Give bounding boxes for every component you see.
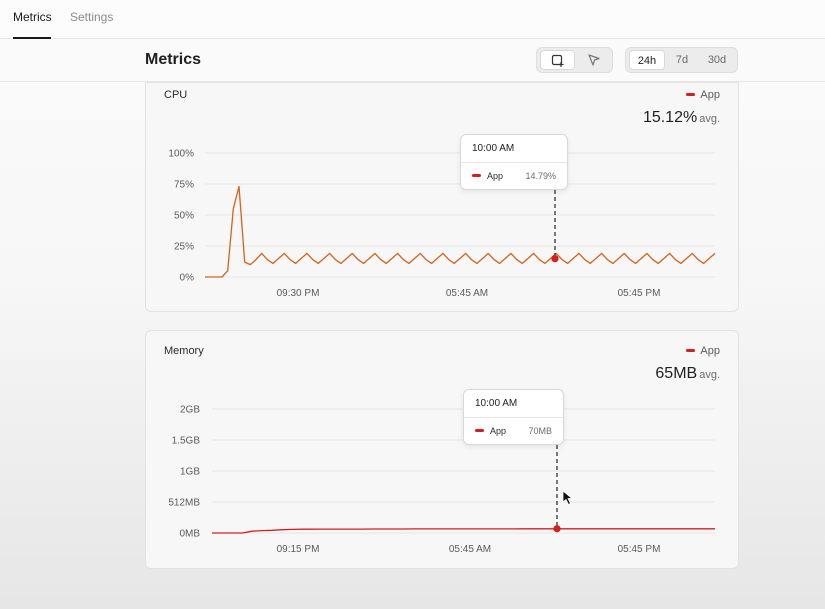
cpu-tooltip-series: App [472, 171, 503, 181]
cpu-average: 15.12% avg. [643, 109, 720, 127]
add-widget-icon [551, 54, 563, 67]
pointer-icon [587, 54, 600, 66]
cpu-x-tick-label: 05:45 PM [618, 288, 661, 299]
range-7d[interactable]: 7d [675, 54, 689, 66]
memory-average-unit: avg. [699, 369, 720, 381]
cpu-average-unit: avg. [699, 113, 720, 125]
cpu-y-tick-label: 75% [174, 180, 194, 191]
range-24h[interactable]: 24h [629, 50, 665, 70]
legend-swatch [686, 92, 696, 96]
cpu-y-tick-label: 100% [168, 149, 194, 160]
cpu-x-tick-label: 09:30 PM [277, 288, 320, 299]
tooltip-divider [461, 162, 567, 163]
tab-settings[interactable]: Settings [70, 10, 114, 24]
memory-highlight-point [553, 525, 561, 533]
add-widget-button[interactable] [540, 50, 575, 70]
memory-legend-label: App [700, 345, 720, 357]
memory-average: 65MB avg. [655, 365, 720, 383]
memory-y-tick-label: 512MB [168, 498, 200, 509]
cpu-average-value: 15.12% [642, 109, 698, 126]
memory-x-tick-label: 09:15 PM [277, 544, 320, 555]
cpu-highlight-point [551, 255, 559, 263]
time-range-selector: 24h 7d 30d [625, 47, 738, 73]
page-title: Metrics [145, 51, 202, 68]
cpu-legend-label: App [700, 89, 720, 101]
memory-x-tick-label: 05:45 AM [449, 544, 491, 555]
memory-average-value: 65MB [655, 365, 698, 382]
memory-y-tick-label: 1.5GB [172, 436, 201, 447]
cpu-tooltip-time: 10:00 AM [472, 143, 515, 154]
memory-legend: App [686, 345, 720, 357]
view-mode-toggle [536, 47, 613, 73]
tooltip-swatch [472, 174, 481, 178]
active-tab-indicator [13, 37, 51, 39]
legend-swatch [686, 348, 696, 352]
memory-card: Memory App 65MB avg. 2GB 1.5GB 1GB 512MB 0MB 0… [145, 330, 739, 569]
tooltip-swatch [475, 429, 484, 433]
cpu-y-tick-label: 50% [174, 211, 194, 222]
cpu-card: CPU App 15.12% avg. 100% 75% 50% 25% 0% 09:30 … [145, 82, 739, 312]
memory-y-tick-label: 0MB [179, 529, 200, 540]
memory-x-tick-label: 05:45 PM [618, 544, 661, 555]
tab-metrics[interactable]: Metrics [13, 10, 52, 24]
memory-tooltip-series-label: App [490, 426, 507, 436]
cpu-y-tick-label: 25% [174, 242, 194, 253]
memory-tooltip-value: 70MB [528, 426, 552, 436]
memory-tooltip: 10:00 AM App 70MB [463, 389, 564, 445]
cpu-tooltip: 10:00 AM App 14.79% [460, 134, 568, 190]
memory-series-line-app [212, 528, 715, 534]
pointer-mode-button[interactable] [577, 50, 610, 70]
memory-tooltip-time: 10:00 AM [475, 398, 518, 409]
cpu-tooltip-series-label: App [487, 171, 504, 181]
top-nav: Metrics Settings [0, 0, 825, 39]
mouse-cursor-icon [562, 490, 574, 506]
memory-chart[interactable]: 2GB 1.5GB 1GB 512MB 0MB 09:15 PM 05:45 AM 05:45… [146, 331, 740, 570]
cpu-tooltip-value: 14.79% [525, 171, 556, 181]
cpu-legend: App [686, 89, 720, 101]
memory-card-title: Memory [164, 345, 204, 357]
memory-tooltip-series: App [475, 426, 506, 436]
cpu-y-tick-label: 0% [180, 273, 195, 284]
memory-y-tick-label: 1GB [180, 467, 200, 478]
cpu-x-tick-label: 05:45 AM [446, 288, 488, 299]
memory-y-tick-label: 2GB [180, 405, 200, 416]
cpu-chart[interactable]: 100% 75% 50% 25% 0% 09:30 PM 05:45 AM 05:45 PM [146, 83, 740, 313]
cpu-card-title: CPU [164, 89, 188, 101]
range-30d[interactable]: 30d [707, 54, 727, 66]
cpu-series-line-app [205, 185, 716, 278]
page-header: Metrics 24h 7d 30d [0, 40, 825, 82]
tooltip-divider [464, 417, 563, 418]
